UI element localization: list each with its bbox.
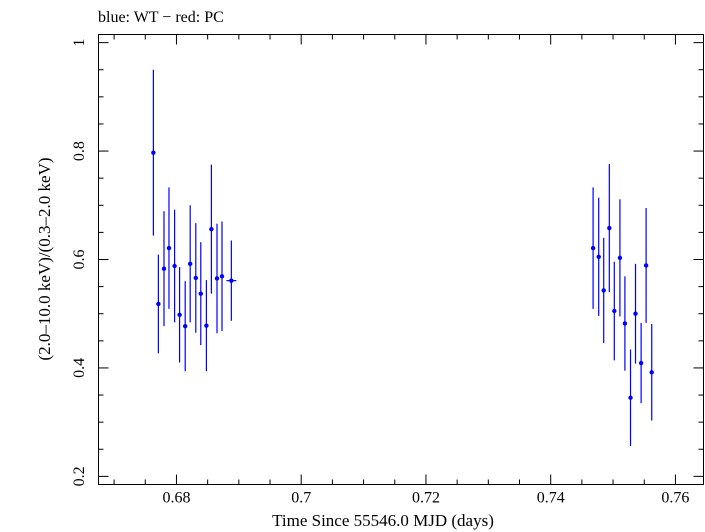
y-axis-label: (2.0–10.0 keV)/(0.3–2.0 keV) — [35, 157, 54, 360]
point-marker — [596, 254, 601, 259]
plot-frame — [98, 34, 704, 485]
data-point — [219, 221, 225, 332]
y-tick-label: 0.2 — [71, 466, 88, 486]
point-marker — [156, 301, 161, 307]
point-marker — [607, 225, 612, 231]
y-tick-label: 0.6 — [71, 250, 88, 270]
point-marker — [209, 226, 214, 232]
data-point — [187, 205, 193, 323]
point-marker — [633, 311, 638, 316]
data-point — [198, 242, 203, 346]
point-marker — [612, 308, 617, 314]
point-marker — [187, 261, 193, 267]
point-marker — [193, 275, 198, 281]
point-marker — [617, 255, 623, 261]
point-marker — [177, 312, 182, 318]
data-point — [182, 281, 188, 372]
point-marker — [161, 266, 167, 271]
data-point — [590, 187, 596, 309]
point-marker — [166, 245, 172, 251]
point-marker — [638, 360, 644, 366]
x-axis-label: Time Since 55546.0 MJD (days) — [272, 511, 494, 530]
point-marker — [622, 321, 628, 326]
data-point — [214, 223, 220, 334]
data-point — [628, 349, 633, 447]
data-point — [607, 164, 612, 293]
data-point — [226, 240, 237, 321]
x-axis: 0.68 0.7 0.72 0.74 0.76 — [113, 34, 689, 507]
point-marker — [628, 395, 633, 400]
data-point — [643, 207, 649, 323]
data-point — [166, 187, 172, 309]
data-point — [209, 164, 214, 294]
data-point — [193, 223, 198, 333]
y-tick-label: 1 — [71, 39, 88, 47]
data-point — [204, 280, 209, 372]
y-tick-label: 0.8 — [71, 141, 88, 161]
data-point — [638, 322, 644, 404]
point-marker — [198, 291, 203, 296]
point-marker — [219, 274, 225, 279]
point-marker — [214, 276, 220, 281]
point-marker — [649, 370, 654, 375]
data-point — [172, 209, 177, 323]
point-marker — [229, 278, 234, 283]
x-tick-label: 0.74 — [537, 490, 565, 507]
data-point — [151, 69, 156, 236]
point-marker — [172, 263, 177, 269]
point-marker — [204, 323, 209, 328]
point-marker — [182, 323, 188, 329]
data-point — [601, 237, 606, 343]
data-point — [177, 267, 182, 363]
data-series — [151, 69, 654, 447]
y-tick-label: 0.4 — [71, 358, 88, 378]
data-point — [156, 254, 161, 354]
data-point — [612, 261, 617, 361]
data-point — [596, 197, 601, 316]
y-axis: 0.2 0.4 0.6 0.8 1 — [71, 39, 704, 486]
x-tick-label: 0.68 — [162, 490, 190, 507]
x-tick-label: 0.72 — [412, 490, 440, 507]
x-tick-label: 0.7 — [291, 490, 311, 507]
chart-title: blue: WT − red: PC — [98, 9, 224, 26]
data-point — [617, 199, 623, 317]
point-marker — [601, 288, 606, 293]
data-point — [649, 324, 654, 421]
point-marker — [151, 150, 156, 155]
x-tick-label: 0.76 — [661, 490, 689, 507]
data-point — [633, 263, 638, 364]
data-point — [622, 276, 628, 371]
point-marker — [643, 263, 649, 268]
point-marker — [590, 245, 596, 251]
data-point — [161, 211, 167, 327]
